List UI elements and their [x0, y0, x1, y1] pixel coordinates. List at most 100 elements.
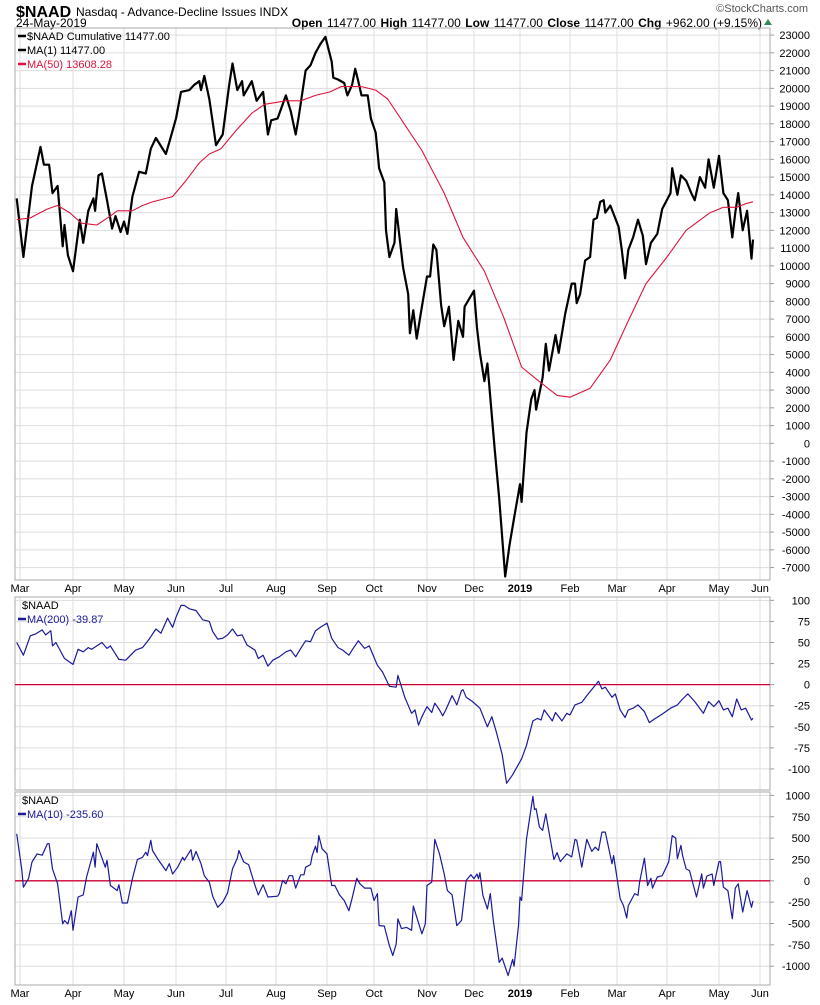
- y-tick-label: -3000: [782, 492, 810, 504]
- legend-entry: $NAAD Cumulative 11477.00: [27, 31, 170, 43]
- panel-frame: [14, 791, 771, 986]
- x-tick-label: Jun: [167, 583, 185, 595]
- y-tick-label: 250: [792, 854, 810, 866]
- y-tick-label: -250: [788, 897, 810, 909]
- x-tick-label: 2019: [508, 583, 532, 595]
- symbol-description: Nasdaq - Advance-Decline Issues INDX: [76, 5, 288, 19]
- y-tick-label: 15000: [779, 172, 810, 184]
- y-tick-label: 9000: [786, 279, 810, 291]
- close-value: 11477.00: [585, 16, 634, 30]
- y-tick-label: -2000: [782, 474, 810, 486]
- x-tick-label: Apr: [64, 583, 81, 595]
- high-label: High: [381, 16, 408, 30]
- x-tick-label: Feb: [561, 583, 580, 595]
- y-tick-label: 22000: [779, 48, 810, 60]
- x-tick-label: Apr: [658, 583, 675, 595]
- x-tick-label: Mar: [608, 988, 627, 1000]
- y-tick-label: 14000: [779, 190, 810, 202]
- x-tick-label: Mar: [608, 583, 627, 595]
- open-label: Open: [292, 16, 323, 30]
- symbol-title: $NAAD: [16, 4, 71, 21]
- x-tick-label: May: [709, 583, 730, 595]
- x-tick-label: Oct: [365, 988, 382, 1000]
- copyright: ©StockCharts.com: [716, 3, 808, 15]
- y-tick-label: 11000: [780, 243, 810, 255]
- y-tick-label: 75: [798, 616, 810, 628]
- y-tick-label: 16000: [779, 154, 810, 166]
- y-tick-label: 23000: [779, 30, 810, 42]
- x-tick-label: Sep: [317, 988, 337, 1000]
- y-tick-label: 0: [804, 438, 810, 450]
- y-tick-label: -100: [788, 764, 810, 776]
- ohlc-readout: Open 11477.00 High 11477.00 Low 11477.00…: [292, 14, 762, 31]
- x-tick-label: Apr: [658, 988, 675, 1000]
- panel-frame: [14, 27, 771, 581]
- y-tick-label: 21000: [779, 66, 810, 78]
- x-tick-label: Aug: [266, 583, 286, 595]
- chg-label: Chg: [638, 16, 661, 30]
- y-tick-label: 1000: [786, 790, 810, 802]
- x-tick-label: Jun: [751, 583, 769, 595]
- y-tick-label: 8000: [786, 296, 810, 308]
- legend-entry: MA(200) -39.87: [27, 614, 103, 626]
- panel-frame: [14, 596, 771, 791]
- x-tick-label: Mar: [11, 583, 30, 595]
- y-tick-label: 50: [798, 638, 810, 650]
- y-tick-label: 100: [792, 595, 810, 607]
- y-tick-label: 1000: [786, 421, 810, 433]
- x-tick-label: Nov: [417, 988, 437, 1000]
- y-tick-label: 4000: [786, 367, 810, 379]
- x-tick-label: Jul: [219, 988, 233, 1000]
- x-tick-label: Mar: [11, 988, 30, 1000]
- y-tick-label: 0: [804, 680, 810, 692]
- y-tick-label: -50: [794, 722, 810, 734]
- legend-entry: $NAAD: [22, 600, 59, 612]
- series-line-ma50: [16, 86, 754, 398]
- y-tick-label: 19000: [779, 101, 810, 113]
- x-tick-label: Jul: [219, 583, 233, 595]
- legend-entry: MA(1) 11477.00: [27, 45, 105, 57]
- y-tick-label: 7000: [786, 314, 810, 326]
- y-tick-label: -1000: [782, 456, 810, 468]
- high-value: 11477.00: [412, 16, 461, 30]
- y-tick-label: 5000: [786, 350, 810, 362]
- y-tick-label: 2000: [786, 403, 810, 415]
- y-tick-label: 13000: [779, 208, 810, 220]
- y-tick-label: 0: [804, 876, 810, 888]
- chg-value: +962.00 (+9.15%): [666, 16, 762, 30]
- series-line-ma10: [16, 795, 754, 977]
- low-value: 11477.00: [494, 16, 543, 30]
- y-tick-label: 3000: [786, 385, 810, 397]
- y-tick-label: -5000: [782, 527, 810, 539]
- y-tick-label: 500: [792, 833, 810, 845]
- y-tick-label: 25: [798, 659, 810, 671]
- x-tick-label: 2019: [508, 988, 532, 1000]
- x-tick-label: May: [114, 583, 135, 595]
- x-tick-label: Dec: [464, 583, 484, 595]
- x-tick-label: Sep: [317, 583, 337, 595]
- y-tick-label: -25: [794, 701, 810, 713]
- up-arrow-icon: [764, 19, 772, 25]
- y-tick-label: -750: [788, 940, 810, 952]
- low-label: Low: [465, 16, 490, 30]
- x-tick-label: May: [114, 988, 135, 1000]
- y-tick-label: 20000: [779, 83, 810, 95]
- series-line-ma1: [15, 35, 755, 578]
- close-label: Close: [547, 16, 580, 30]
- chart-date: 24-May-2019: [16, 16, 87, 30]
- y-tick-label: -1000: [782, 961, 810, 973]
- y-tick-label: 12000: [779, 225, 810, 237]
- y-tick-label: 10000: [779, 261, 810, 273]
- y-tick-label: 18000: [779, 119, 810, 131]
- chart-panel-3: 1000 750 500 250 0 -250 -500 -750 -1000 $NAAD MA(1…: [14, 790, 810, 986]
- chart-panel-1: 2300022000210002000019000180001700016000…: [14, 27, 810, 581]
- x-tick-label: Aug: [266, 988, 286, 1000]
- legend-entry: MA(10) -235.60: [27, 809, 103, 821]
- x-tick-label: Jun: [751, 988, 769, 1000]
- y-tick-label: 17000: [779, 137, 810, 149]
- x-tick-label: Feb: [561, 988, 580, 1000]
- y-tick-label: -7000: [782, 563, 810, 575]
- y-tick-label: -4000: [782, 509, 810, 521]
- chart-panel-2: 100 75 50 25 0 -25 -50 -75 -100 $NAAD MA(200) -39.…: [14, 595, 810, 791]
- x-tick-label: Dec: [464, 988, 484, 1000]
